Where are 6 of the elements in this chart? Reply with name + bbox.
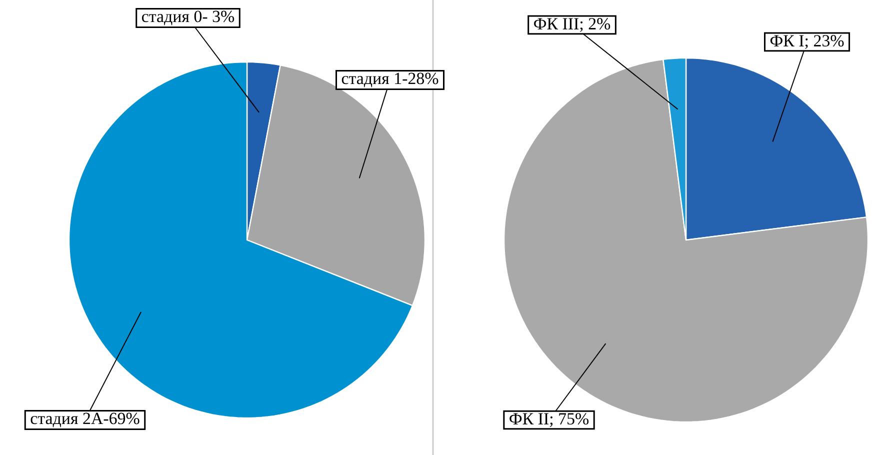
slice-label: стадия 2А-69% bbox=[30, 412, 140, 428]
slice-label: ФК II; 75% bbox=[510, 413, 589, 427]
slice-label: стадия 0- 3% bbox=[142, 10, 234, 26]
slice-label: ФК I; 23% bbox=[770, 35, 844, 49]
slice-label: ФК III; 2% bbox=[534, 18, 610, 32]
slice-label: стадия 1-28% bbox=[342, 72, 438, 88]
